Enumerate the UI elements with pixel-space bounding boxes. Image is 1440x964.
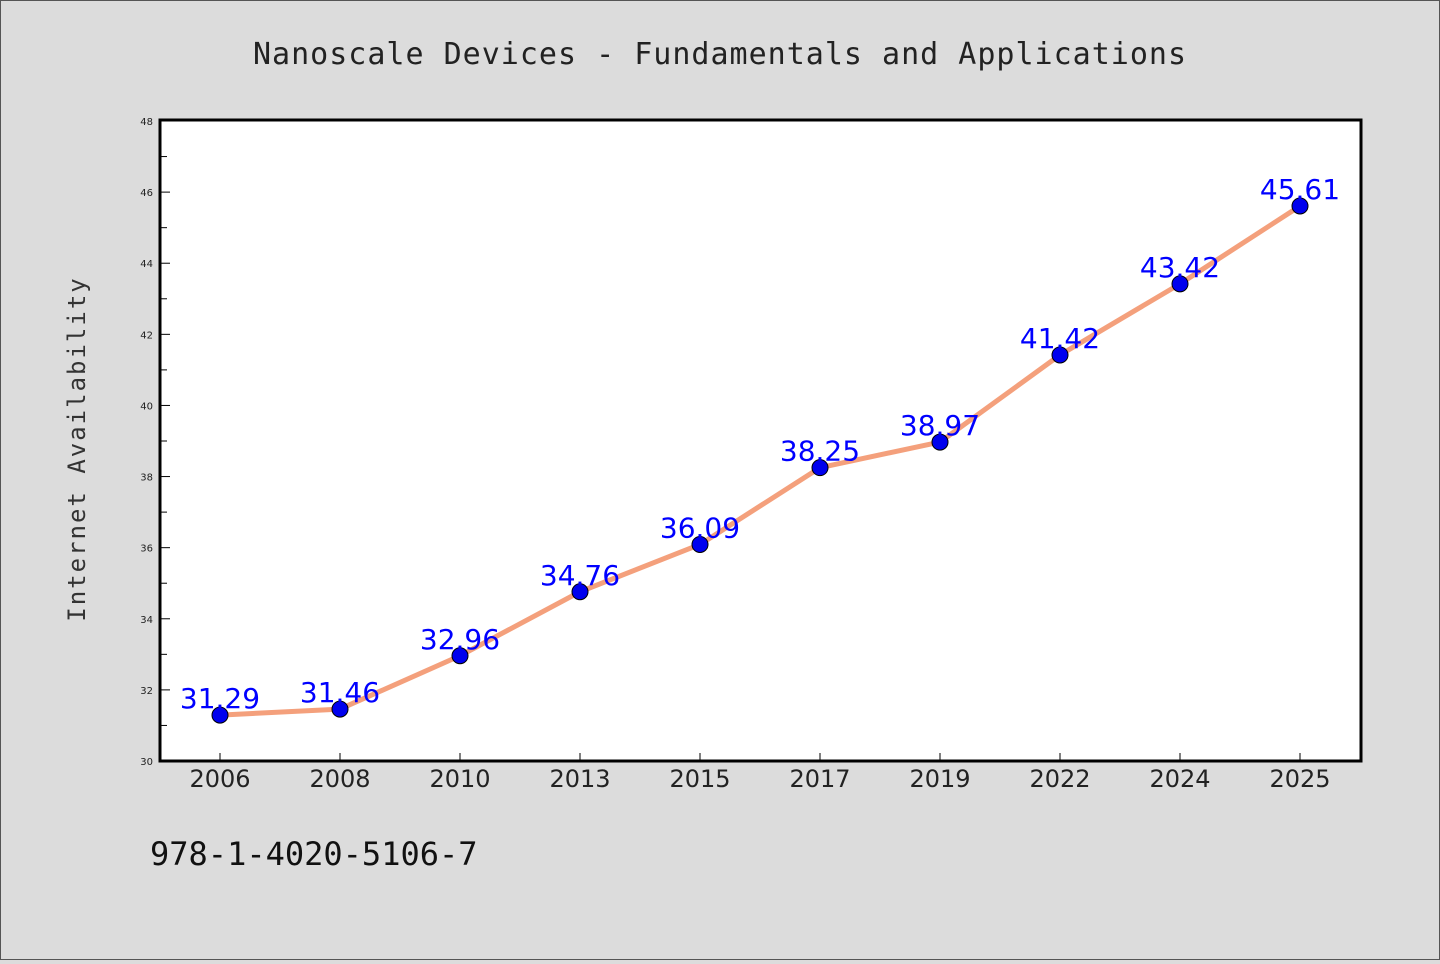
x-tick-label: 2024 [1149, 765, 1210, 793]
y-tick-label: 46 [140, 188, 153, 199]
x-tick-label: 2006 [189, 765, 250, 793]
x-tick-label: 2019 [909, 765, 970, 793]
x-tick-label: 2013 [549, 765, 610, 793]
y-tick-label: 38 [140, 473, 153, 484]
y-tick-label: 30 [140, 757, 153, 768]
data-label: 38.25 [780, 435, 860, 468]
data-point [211, 706, 229, 724]
data-point [571, 583, 589, 601]
x-tick-label: 2017 [789, 765, 850, 793]
x-tick-label: 2025 [1269, 765, 1330, 793]
plot-area [158, 118, 1363, 763]
data-label: 41.42 [1020, 322, 1100, 355]
data-label: 32.96 [420, 623, 500, 656]
x-axis-ticks: 2006 2008 2010 2013 2015 2017 2019 2022 2024 2025 [189, 753, 1331, 793]
data-labels: 31.29 31.46 32.96 34.76 36.09 38.25 38.97 41.42… [180, 173, 1340, 715]
y-tick-label: 32 [140, 686, 153, 697]
data-point [931, 433, 949, 451]
y-tick-label: 42 [140, 330, 153, 341]
data-point [1051, 346, 1069, 364]
series-group [211, 197, 1309, 724]
x-tick-label: 2015 [669, 765, 730, 793]
y-tick-label: 40 [140, 401, 153, 412]
chart-title: Nanoscale Devices - Fundamentals and App… [253, 37, 1187, 72]
y-tick-label: 48 [140, 117, 153, 128]
series-line [217, 203, 1303, 718]
data-label: 31.46 [300, 676, 380, 709]
isbn-text: 978-1-4020-5106-7 [150, 835, 478, 873]
x-tick-label: 2008 [309, 765, 370, 793]
y-tick-label: 44 [140, 259, 153, 270]
data-point [451, 647, 469, 665]
y-tick-label: 34 [140, 615, 153, 626]
data-label: 36.09 [660, 511, 740, 544]
y-axis-label: Internet Availability [63, 276, 91, 621]
data-point [331, 700, 349, 718]
data-point [1291, 197, 1309, 215]
data-point [811, 459, 829, 477]
data-label: 43.42 [1140, 251, 1220, 284]
x-tick-label: 2022 [1029, 765, 1090, 793]
data-point [691, 535, 709, 553]
y-axis-ticks: 30 32 34 36 38 40 42 44 46 48 [140, 117, 170, 768]
y-tick-label: 36 [140, 544, 153, 555]
data-label: 34.76 [540, 559, 620, 592]
data-point [1171, 275, 1189, 293]
data-label: 38.97 [900, 409, 980, 442]
data-label: 31.29 [180, 682, 260, 715]
data-label: 45.61 [1260, 173, 1340, 206]
x-tick-label: 2010 [429, 765, 490, 793]
